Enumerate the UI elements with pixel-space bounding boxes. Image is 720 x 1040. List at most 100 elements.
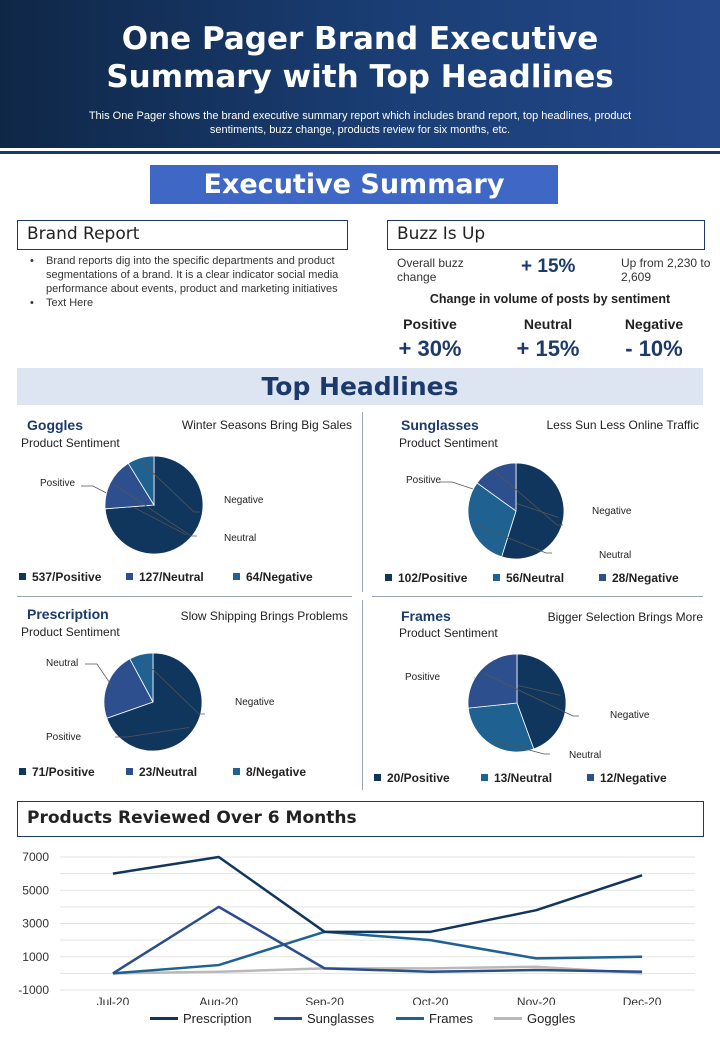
products-reviewed-line-chart: 7000 5000 3000 1000 -1000 Jul-20 Aug-20 Sep-20 O…	[18, 850, 695, 1005]
legend-item-positive: 102/Positive	[385, 571, 467, 585]
sentiment-value-positive: + 30%	[398, 336, 462, 361]
legend-item-positive: 20/Positive	[374, 771, 450, 785]
pie-slice-positive	[501, 462, 565, 560]
quadrant-divider-horizontal-left	[17, 596, 352, 597]
pie-label-positive: Positive	[406, 475, 441, 486]
brand-report-bullet: Text Here	[30, 296, 350, 310]
quadrant-divider-vertical-top	[362, 412, 363, 592]
series-line-frames	[112, 930, 643, 975]
legend-swatch	[493, 574, 500, 582]
sentiment-label-negative: Negative	[624, 316, 684, 332]
pie-label-neutral: Neutral	[46, 658, 78, 669]
legend-swatch	[374, 774, 381, 782]
pie-label-neutral: Neutral	[224, 533, 256, 544]
pie-leader-line	[440, 481, 559, 518]
legend-item-negative: 64/Negative	[233, 570, 313, 584]
page-title-line-2: Summary with Top Headlines	[106, 59, 614, 95]
brand-report-heading: Brand Report	[17, 220, 348, 250]
legend-item-positive: 71/Positive	[19, 765, 95, 779]
frames-pie-chart: Positive Neutral Negative	[405, 653, 650, 761]
legend-swatch	[126, 573, 133, 581]
pie-label-negative: Negative	[610, 710, 650, 721]
legend-item-positive: 537/Positive	[19, 570, 101, 584]
sentiment-label-positive: Positive	[403, 316, 457, 332]
product-subtitle: Product Sentiment	[21, 436, 120, 450]
legend-item-negative: 8/Negative	[233, 765, 306, 779]
legend-label: 127/Neutral	[139, 570, 204, 584]
quadrant-divider-vertical-bottom	[362, 600, 363, 790]
sunglasses-pie-chart: Positive Neutral Negative	[406, 462, 632, 561]
legend-line	[396, 1017, 424, 1021]
product-headline: Winter Seasons Bring Big Sales	[181, 418, 352, 432]
chart-legend-goggles: Goggles	[494, 1011, 575, 1026]
pie-leader-line	[493, 740, 550, 755]
legend-swatch	[599, 574, 606, 582]
legend-label: Prescription	[183, 1011, 252, 1026]
legend-label: Sunglasses	[307, 1011, 375, 1026]
legend-line	[150, 1017, 178, 1021]
goggles-pie-chart: Positive Neutral Negative	[40, 455, 264, 555]
legend-swatch	[126, 768, 133, 776]
legend-swatch	[481, 774, 488, 782]
y-tick-label: 5000	[22, 883, 49, 897]
pie-leader-line	[496, 472, 563, 526]
product-name: Sunglasses	[401, 417, 479, 433]
product-subtitle: Product Sentiment	[399, 626, 498, 640]
legend-swatch	[233, 768, 240, 776]
legend-label: 23/Neutral	[139, 765, 198, 779]
pie-label-neutral: Neutral	[569, 750, 601, 761]
legend-label: 102/Positive	[398, 571, 468, 585]
pie-slice-negative	[476, 462, 517, 512]
up-from-text: Up from 2,230 to 2,609	[621, 256, 711, 284]
pie-slice-neutral	[467, 482, 517, 558]
pie-label-positive: Positive	[405, 672, 440, 683]
legend-swatch	[19, 573, 26, 581]
legend-item-neutral: 56/Neutral	[493, 571, 564, 585]
pie-leader-line	[85, 663, 113, 687]
legend-item-neutral: 23/Neutral	[126, 765, 197, 779]
pie-slice-neutral	[104, 462, 155, 510]
pie-label-negative: Negative	[592, 506, 632, 517]
product-subtitle: Product Sentiment	[399, 436, 498, 450]
pie-slice-positive	[106, 652, 203, 752]
product-name: Prescription	[27, 606, 109, 622]
product-subtitle: Product Sentiment	[21, 625, 120, 639]
header-divider	[0, 151, 720, 154]
prescription-pie-chart: Positive Neutral Negative	[46, 652, 275, 752]
pie-label-positive: Positive	[46, 732, 81, 743]
chart-legend-frames: Frames	[396, 1011, 473, 1026]
page-title-line-1: One Pager Brand Executive	[121, 21, 599, 57]
pie-leader-line	[115, 727, 190, 738]
volume-caption: Change in volume of posts by sentiment	[429, 292, 671, 306]
legend-swatch	[233, 573, 240, 581]
brand-report-bullet: Brand reports dig into the specific depa…	[30, 254, 350, 296]
sentiment-value-negative: - 10%	[625, 336, 683, 361]
y-tick-label: 3000	[22, 917, 49, 931]
page-title: One Pager Brand Executive Summary with T…	[0, 20, 720, 96]
product-headline: Less Sun Less Online Traffic	[546, 418, 699, 432]
product-headline: Bigger Selection Brings More	[547, 610, 703, 624]
legend-line	[494, 1017, 522, 1021]
legend-label: 71/Positive	[32, 765, 95, 779]
top-headlines-banner: Top Headlines	[17, 368, 703, 405]
sentiment-value-neutral: + 15%	[516, 336, 580, 361]
page-subtitle: This One Pager shows the brand executive…	[88, 110, 632, 136]
legend-swatch	[587, 774, 594, 782]
product-name: Goggles	[27, 417, 84, 433]
legend-label: 8/Negative	[246, 765, 307, 779]
product-name: Frames	[401, 608, 451, 624]
legend-label: 64/Negative	[246, 570, 313, 584]
overall-buzz-value: + 15%	[521, 256, 576, 277]
x-tick-label: Jul-20	[97, 995, 130, 1005]
legend-item-negative: 28/Negative	[599, 571, 679, 585]
pie-slice-neutral	[103, 658, 154, 719]
legend-item-negative: 12/Negative	[587, 771, 667, 785]
brand-report-list: Brand reports dig into the specific depa…	[30, 254, 350, 310]
series-line-prescription	[112, 855, 643, 934]
legend-swatch	[19, 768, 26, 776]
x-tick-label: Nov-20	[517, 995, 556, 1005]
pie-slice-neutral	[467, 702, 535, 753]
pie-leader-line	[484, 673, 579, 717]
y-tick-label: 1000	[22, 950, 49, 964]
legend-swatch	[385, 574, 392, 582]
